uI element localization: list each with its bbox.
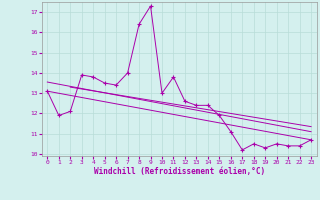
X-axis label: Windchill (Refroidissement éolien,°C): Windchill (Refroidissement éolien,°C) <box>94 167 265 176</box>
